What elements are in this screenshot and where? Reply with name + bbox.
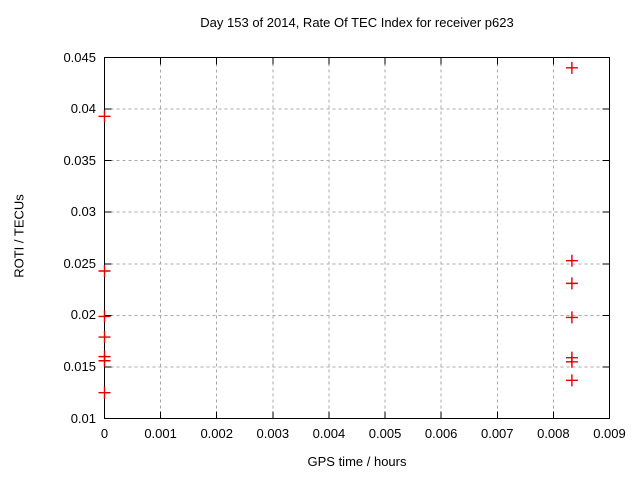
x-tick-label: 0.005 (368, 426, 402, 441)
data-point-cross (98, 386, 111, 399)
data-point-cross (98, 354, 111, 367)
plot-border (104, 57, 610, 419)
x-tick-label: 0.008 (537, 426, 570, 441)
x-axis-title: GPS time / hours (307, 454, 407, 469)
data-point-cross (565, 254, 578, 267)
data-point-cross (98, 331, 111, 344)
y-tick-label: 0.03 (70, 204, 96, 220)
x-tick-label: 0.009 (593, 426, 626, 441)
y-tick-label: 0.04 (70, 101, 96, 117)
data-point-cross (565, 374, 578, 387)
x-tick-label: 0.003 (256, 426, 290, 441)
data-point-cross (98, 110, 111, 123)
x-tick-label: 0.006 (424, 426, 458, 441)
y-tick-label: 0.01 (70, 410, 96, 426)
data-point-cross (565, 355, 578, 368)
data-point-cross (565, 277, 578, 290)
y-tick-label: 0.02 (70, 307, 96, 323)
x-tick-label: 0.002 (200, 426, 233, 441)
x-tick-label: 0 (100, 426, 109, 441)
data-point-cross (98, 265, 111, 278)
y-tick-label: 0.035 (63, 152, 96, 168)
data-point-cross (565, 61, 578, 74)
x-tick-label: 0.007 (480, 426, 514, 441)
y-tick-label: 0.045 (63, 49, 96, 65)
x-tick-label: 0.001 (144, 426, 177, 441)
y-tick-label: 0.025 (63, 255, 96, 271)
chart-title: Day 153 of 2014, Rate Of TEC Index for r… (200, 15, 514, 30)
y-tick-label: 0.015 (63, 358, 96, 374)
y-axis-title: ROTI / TECUs (11, 194, 27, 278)
data-point-cross (98, 310, 111, 323)
data-point-cross (565, 311, 578, 324)
x-tick-label: 0.004 (312, 426, 346, 441)
